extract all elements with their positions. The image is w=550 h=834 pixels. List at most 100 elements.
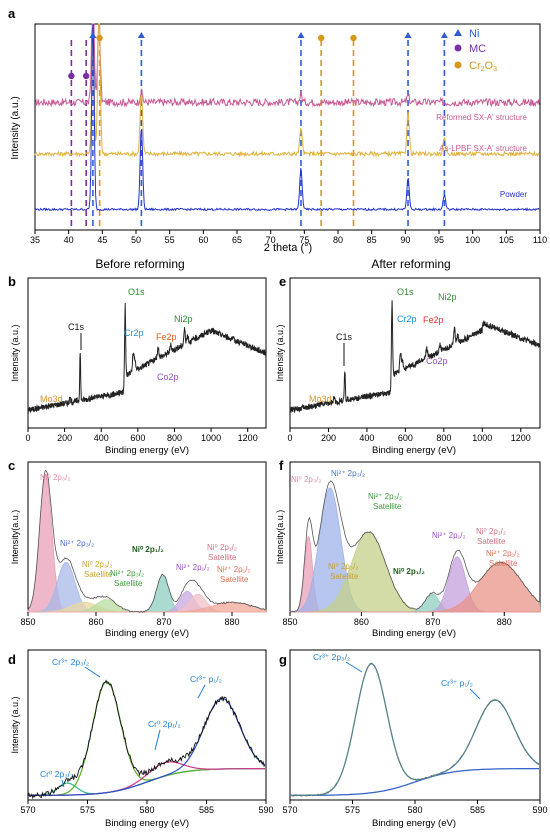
x-axis-label-d: Binding energy (eV) — [105, 818, 189, 829]
plot-frame-g — [289, 649, 541, 801]
label-c-ni0-2p32-sat-1: Ni⁰ 2p₃/₂ — [82, 560, 112, 569]
label-f-ni2-2p12-sat-2: Satellite — [489, 559, 518, 568]
a-x-tick-label-75: 75 — [299, 235, 309, 245]
label-c-ni0-2p32: Ni⁰ 2p₃/₂ — [40, 473, 70, 482]
label-f-ni2-2p12: Ni²⁺ 2p₁/₂ — [432, 531, 466, 540]
legend-a: Ni MC Cr2O3 — [454, 28, 497, 73]
g-x-tick-label-590: 590 — [532, 805, 547, 815]
arrow-d-cr3-p12 — [197, 684, 206, 699]
label-f-ni0-2p12: Ni⁰ 2p₁/₂ — [393, 567, 425, 576]
label-f-ni2-2p32: Ni²⁺ 2p₃/₂ — [331, 469, 365, 478]
label-f-ni0-2p32-sat-1: Ni⁰ 2p₃/₂ — [328, 562, 358, 571]
g-x-tick-label-585: 585 — [470, 805, 485, 815]
x-axis-a: 35 40 45 50 55 60 65 70 75 80 85 90 95 100 105 110 — [30, 230, 547, 245]
legend-marker-cr2o3 — [454, 61, 462, 69]
header-after-reforming: After reforming — [371, 257, 450, 271]
c-x-tick-label-860: 860 — [88, 617, 103, 627]
arrow-d-cr3-2p32 — [84, 666, 101, 678]
x-axis-c: 850 860 870 880 — [20, 612, 240, 627]
peak-label-c1s-b: C1s — [68, 322, 85, 332]
marker-Cr2O3-0 — [96, 34, 103, 42]
peak-label-co2p-e: Co2p — [426, 356, 448, 366]
a-x-tick-label-65: 65 — [232, 235, 242, 245]
panel-g: g 570 575 580 585 590 Binding energy (eV) Cr… — [279, 649, 548, 829]
a-x-tick-label-90: 90 — [400, 235, 410, 245]
panel-b: b 0 200 400 600 800 1000 1200 Intensity (a.u.)… — [8, 274, 267, 456]
legend-label-cr2o3: Cr2O3 — [469, 60, 497, 73]
plot-frame-e — [289, 277, 541, 429]
panel-letter-e: e — [279, 274, 286, 289]
x-axis-label-a: 2 theta (°) — [264, 242, 312, 254]
series-line-2 — [34, 23, 540, 212]
survey-spectrum-b — [27, 302, 267, 414]
a-x-tick-label-40: 40 — [64, 235, 74, 245]
marker-Ni-3 — [404, 32, 412, 38]
component-g-0 — [290, 663, 539, 796]
label-f-ni0-2p32: Ni⁰ 2p₃/₂ — [291, 475, 321, 484]
x-axis-label-f: Binding energy (eV) — [372, 628, 456, 639]
e-x-tick-label-0: 0 — [287, 433, 292, 443]
x-axis-b: 0 200 400 600 800 1000 1200 — [25, 428, 258, 443]
a-x-tick-label-50: 50 — [131, 235, 141, 245]
c-x-tick-label-850: 850 — [20, 617, 35, 627]
panel-a: a 35 40 45 50 55 60 65 70 75 80 85 90 95 100 105 110 In… — [8, 6, 547, 254]
panel-f: f 850 860 870 880 Intensity(a.u.) Binding e… — [275, 458, 541, 639]
d-x-tick-label-580: 580 — [139, 805, 154, 815]
a-x-tick-label-105: 105 — [499, 235, 514, 245]
arrow-d-cr0-2p12 — [154, 729, 161, 751]
legend-marker-mc — [454, 44, 462, 52]
component-curves-g — [290, 663, 540, 796]
series-line-0 — [34, 23, 540, 108]
label-c-ni0-2p12-sat-1: Ni⁰ 2p₁/₂ — [207, 543, 237, 552]
reference-lines-a — [70, 40, 446, 230]
label-c-ni2-2p12-sat-2: Satellite — [220, 575, 249, 584]
marker-Ni-0 — [89, 32, 97, 38]
x-axis-e: 0 200 400 600 800 1000 1200 — [287, 428, 531, 443]
peak-label-o1s-b: O1s — [128, 287, 145, 297]
y-axis-label-f: Intensity(a.u.) — [275, 510, 285, 565]
x-axis-label-b: Binding energy (eV) — [105, 445, 189, 456]
b-x-tick-label-1000: 1000 — [201, 433, 221, 443]
peak-label-fe2p-b: Fe2p — [156, 332, 177, 342]
series-lines-a — [34, 23, 540, 212]
label-f-ni2-2p32-sat-2: Satellite — [373, 502, 402, 511]
panel-letter-a: a — [8, 6, 16, 21]
b-x-tick-label-1200: 1200 — [238, 433, 258, 443]
header-before-reforming: Before reforming — [95, 257, 184, 271]
series-label-aslpbf: As-LPBF SX-A' structure — [439, 144, 527, 153]
a-x-tick-label-85: 85 — [367, 235, 377, 245]
component-fills-f — [289, 487, 541, 613]
component-curves-d — [28, 680, 266, 796]
a-x-tick-label-70: 70 — [266, 235, 276, 245]
x-axis-f: 850 860 870 880 — [282, 612, 512, 627]
label-f-ni0-2p12-sat-1: Ni⁰ 2p₁/₂ — [476, 527, 506, 536]
peak-label-cr2p-b: Cr2p — [124, 328, 144, 338]
y-axis-label-c: Intensity(a.u.) — [10, 510, 20, 565]
label-c-ni0-2p12-sat-2: Satellite — [208, 553, 237, 562]
phase-markers-a — [68, 32, 448, 80]
f-x-tick-label-850: 850 — [282, 617, 297, 627]
peak-label-ni2p-e: Ni2p — [438, 292, 457, 302]
raw-spectrum-g — [289, 662, 540, 797]
marker-Ni-4 — [440, 32, 448, 38]
marker-Cr2O3-2 — [350, 34, 357, 42]
y-axis-label-a: Intensity (a.u.) — [10, 96, 21, 159]
label-c-ni2-2p12-sat-1: Ni²⁺ 2p₁/₂ — [217, 565, 251, 574]
component-fills-c — [27, 473, 267, 613]
label-f-ni2-2p32-sat-1: Ni²⁺ 2p₃/₂ — [368, 492, 402, 501]
marker-MC-0 — [68, 72, 75, 80]
label-c-ni0-2p12: Ni⁰ 2p₁/₂ — [132, 545, 164, 554]
panel-c: c 850 860 870 880 Intensity(a.u.) Binding e… — [8, 458, 267, 639]
label-g-cr3-2p32: Cr³⁺ 2p₃/₂ — [313, 652, 350, 662]
label-c-ni2-2p32-sat-1: Ni²⁺ 2p₃/₂ — [110, 569, 144, 578]
x-axis-d: 570 575 580 585 590 — [20, 800, 274, 815]
panel-letter-c: c — [8, 458, 15, 473]
g-x-tick-label-575: 575 — [345, 805, 360, 815]
e-x-tick-label-1200: 1200 — [511, 433, 531, 443]
a-x-tick-label-95: 95 — [434, 235, 444, 245]
panel-d: d 570 575 580 585 590 Intensity (a.u.) Bindi… — [8, 649, 274, 829]
peak-label-cr2p-e: Cr2p — [397, 314, 417, 324]
a-x-tick-label-80: 80 — [333, 235, 343, 245]
c-x-tick-label-880: 880 — [224, 617, 239, 627]
